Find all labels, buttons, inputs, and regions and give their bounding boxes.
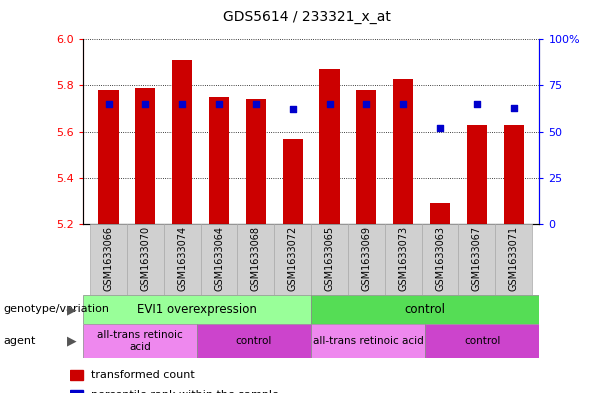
Text: GSM1633067: GSM1633067: [472, 226, 482, 291]
Point: [398, 101, 408, 107]
Bar: [70, 390, 83, 393]
Text: GSM1633074: GSM1633074: [177, 226, 187, 291]
Text: GSM1633068: GSM1633068: [251, 226, 261, 291]
Text: GSM1633071: GSM1633071: [509, 226, 519, 291]
Text: control: control: [236, 336, 272, 346]
Point: [214, 101, 224, 107]
Bar: [311, 324, 425, 358]
Text: all-trans retinoic acid: all-trans retinoic acid: [313, 336, 424, 346]
Bar: [246, 99, 266, 224]
Bar: [459, 224, 495, 295]
Text: agent: agent: [3, 336, 36, 346]
Text: GSM1633064: GSM1633064: [214, 226, 224, 291]
Bar: [164, 224, 200, 295]
Bar: [237, 224, 274, 295]
Bar: [311, 224, 348, 295]
Text: GSM1633072: GSM1633072: [287, 226, 298, 291]
Text: percentile rank within the sample: percentile rank within the sample: [91, 390, 278, 393]
Text: ▶: ▶: [67, 303, 77, 316]
Bar: [197, 324, 311, 358]
Bar: [430, 203, 450, 224]
Text: genotype/variation: genotype/variation: [3, 305, 109, 314]
Bar: [127, 224, 164, 295]
Point: [177, 101, 187, 107]
Bar: [83, 295, 311, 324]
Text: control: control: [405, 303, 446, 316]
Bar: [283, 139, 303, 224]
Text: GSM1633063: GSM1633063: [435, 226, 445, 291]
Text: EVI1 overexpression: EVI1 overexpression: [137, 303, 257, 316]
Point: [140, 101, 150, 107]
Bar: [172, 60, 192, 224]
Point: [472, 101, 482, 107]
Bar: [348, 224, 385, 295]
Text: GSM1633066: GSM1633066: [104, 226, 113, 291]
Bar: [200, 224, 237, 295]
Bar: [393, 79, 413, 224]
Point: [435, 125, 445, 131]
Point: [362, 101, 371, 107]
Text: control: control: [464, 336, 501, 346]
Bar: [425, 324, 539, 358]
Bar: [385, 224, 422, 295]
Bar: [209, 97, 229, 224]
Bar: [422, 224, 459, 295]
Bar: [70, 370, 83, 380]
Point: [509, 105, 519, 111]
Bar: [83, 324, 197, 358]
Point: [325, 101, 335, 107]
Bar: [319, 69, 340, 224]
Text: GSM1633073: GSM1633073: [398, 226, 408, 291]
Bar: [99, 90, 119, 224]
Point: [104, 101, 113, 107]
Bar: [495, 224, 532, 295]
Text: transformed count: transformed count: [91, 370, 194, 380]
Bar: [311, 295, 539, 324]
Point: [251, 101, 261, 107]
Bar: [90, 224, 127, 295]
Text: GSM1633070: GSM1633070: [140, 226, 150, 291]
Text: GDS5614 / 233321_x_at: GDS5614 / 233321_x_at: [223, 10, 390, 24]
Text: GSM1633069: GSM1633069: [361, 226, 371, 291]
Bar: [135, 88, 156, 224]
Bar: [503, 125, 524, 224]
Bar: [274, 224, 311, 295]
Text: GSM1633065: GSM1633065: [324, 226, 335, 291]
Text: all-trans retinoic
acid: all-trans retinoic acid: [97, 330, 183, 352]
Bar: [466, 125, 487, 224]
Bar: [356, 90, 376, 224]
Text: ▶: ▶: [67, 334, 77, 347]
Point: [287, 107, 297, 113]
